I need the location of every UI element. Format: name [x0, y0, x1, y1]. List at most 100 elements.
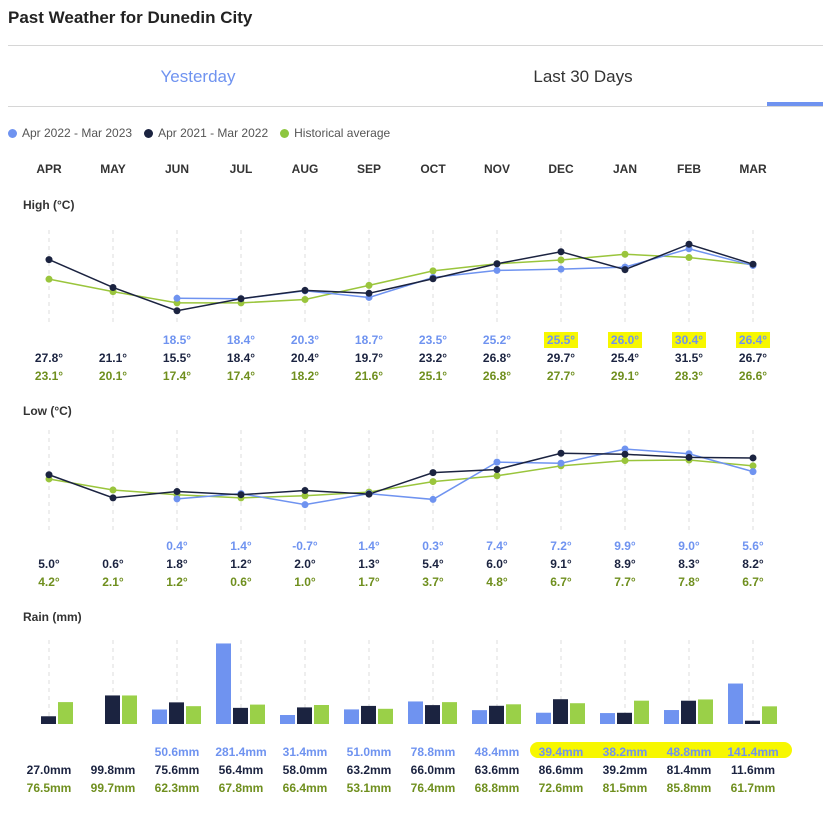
tab-last-30-days[interactable]: Last 30 Days: [533, 67, 633, 86]
bar-2022-23[interactable]: [664, 710, 679, 724]
data-point-2021-22[interactable]: [237, 491, 245, 499]
data-point-2021-22[interactable]: [109, 283, 117, 291]
bar-2021-22[interactable]: [105, 695, 120, 724]
data-point-historical[interactable]: [301, 492, 309, 500]
data-point-2021-22[interactable]: [45, 471, 53, 479]
value-label: 25.4°: [610, 351, 640, 365]
bar-2022-23[interactable]: [408, 701, 423, 724]
data-point-2021-22[interactable]: [365, 289, 373, 297]
bar-historical[interactable]: [442, 702, 457, 724]
data-point-historical[interactable]: [749, 462, 757, 470]
data-point-2021-22[interactable]: [557, 248, 565, 256]
data-point-2021-22[interactable]: [173, 307, 181, 315]
value-label: 51.0mm: [346, 745, 392, 759]
value-label: 19.7°: [354, 351, 384, 365]
data-point-2021-22[interactable]: [621, 266, 629, 274]
bar-historical[interactable]: [122, 695, 137, 724]
bar-2021-22[interactable]: [361, 705, 376, 724]
bar-2021-22[interactable]: [553, 699, 568, 724]
bar-historical[interactable]: [698, 699, 713, 724]
bar-2021-22[interactable]: [297, 707, 312, 724]
bar-2021-22[interactable]: [745, 720, 760, 724]
tab-yesterday[interactable]: Yesterday: [160, 67, 236, 86]
data-point-2021-22[interactable]: [301, 286, 309, 294]
data-point-2021-22[interactable]: [429, 469, 437, 477]
bar-2021-22[interactable]: [425, 705, 440, 724]
data-point-historical[interactable]: [429, 267, 437, 275]
value-label: 18.7°: [354, 333, 384, 347]
bar-2021-22[interactable]: [169, 702, 184, 724]
bar-historical[interactable]: [314, 704, 329, 724]
data-point-2021-22[interactable]: [621, 450, 629, 458]
highlighted-value: 26.0°: [607, 332, 643, 348]
data-point-historical[interactable]: [301, 296, 309, 304]
data-point-historical[interactable]: [685, 254, 693, 262]
bar-historical[interactable]: [58, 702, 73, 724]
value-label: 9.9°: [614, 539, 636, 553]
data-point-2022-23[interactable]: [173, 294, 181, 302]
data-point-2022-23[interactable]: [173, 495, 181, 503]
data-point-2021-22[interactable]: [237, 295, 245, 303]
bar-2021-22[interactable]: [41, 716, 56, 724]
value-label: 20.4°: [290, 351, 320, 365]
data-point-2021-22[interactable]: [749, 260, 757, 268]
data-point-2022-23[interactable]: [429, 495, 437, 503]
bar-2021-22[interactable]: [617, 712, 632, 724]
bar-2022-23[interactable]: [472, 710, 487, 724]
legend-item-2022: Apr 2022 - Mar 2023: [8, 126, 132, 140]
data-point-2022-23[interactable]: [493, 266, 501, 274]
bar-historical[interactable]: [570, 703, 585, 724]
legend-dot-icon: [144, 128, 154, 138]
bar-2022-23[interactable]: [152, 709, 167, 724]
data-point-2021-22[interactable]: [429, 275, 437, 283]
data-point-2021-22[interactable]: [749, 454, 757, 462]
data-point-historical[interactable]: [557, 256, 565, 264]
data-point-2021-22[interactable]: [493, 466, 501, 473]
bar-2022-23[interactable]: [280, 715, 295, 724]
value-row-2022-23: 0.4° 1.4° -0.7° 1.4° 0.3° 7.4° 7.2° 9.9° 9.0° 5.6…: [0, 539, 823, 555]
data-point-historical[interactable]: [621, 250, 629, 258]
data-point-2021-22[interactable]: [365, 490, 373, 498]
value-label: 72.6mm: [538, 781, 584, 795]
bar-historical[interactable]: [506, 704, 521, 724]
data-point-2022-23[interactable]: [301, 501, 309, 509]
bar-historical[interactable]: [378, 708, 393, 724]
bar-historical[interactable]: [186, 706, 201, 724]
data-point-2021-22[interactable]: [45, 256, 53, 264]
data-point-2021-22[interactable]: [685, 453, 693, 461]
value-label: 66.4mm: [282, 781, 328, 795]
data-point-historical[interactable]: [45, 275, 53, 283]
bar-2022-23[interactable]: [728, 683, 743, 724]
value-label: 48.4mm: [474, 745, 520, 759]
bar-2022-23[interactable]: [344, 709, 359, 724]
data-point-2021-22[interactable]: [173, 488, 181, 496]
bar-historical[interactable]: [634, 700, 649, 724]
data-point-2022-23[interactable]: [557, 459, 565, 467]
data-point-2021-22[interactable]: [493, 260, 501, 268]
bar-2021-22[interactable]: [489, 705, 504, 724]
data-point-historical[interactable]: [365, 281, 373, 289]
data-point-historical[interactable]: [429, 478, 437, 486]
value-label: 5.0°: [38, 557, 60, 571]
data-point-2021-22[interactable]: [557, 449, 565, 457]
data-point-2022-23[interactable]: [493, 458, 501, 466]
data-point-historical[interactable]: [621, 457, 629, 465]
value-label: 31.5°: [674, 351, 704, 365]
data-point-2022-23[interactable]: [749, 468, 757, 476]
data-point-2022-23[interactable]: [621, 445, 629, 453]
month-label: FEB: [677, 162, 701, 176]
data-point-2021-22[interactable]: [685, 240, 693, 248]
data-point-2021-22[interactable]: [109, 494, 117, 502]
bar-2022-23[interactable]: [600, 713, 615, 724]
bar-2021-22[interactable]: [233, 707, 248, 724]
data-point-2021-22[interactable]: [301, 487, 309, 494]
bar-2022-23[interactable]: [536, 712, 551, 724]
data-point-historical[interactable]: [109, 486, 117, 494]
value-label: 141.4mm: [727, 745, 779, 759]
bar-historical[interactable]: [762, 706, 777, 724]
bar-2022-23[interactable]: [216, 643, 231, 724]
data-point-historical[interactable]: [493, 472, 501, 480]
bar-2021-22[interactable]: [681, 700, 696, 724]
bar-historical[interactable]: [250, 704, 265, 724]
data-point-2022-23[interactable]: [557, 265, 565, 273]
